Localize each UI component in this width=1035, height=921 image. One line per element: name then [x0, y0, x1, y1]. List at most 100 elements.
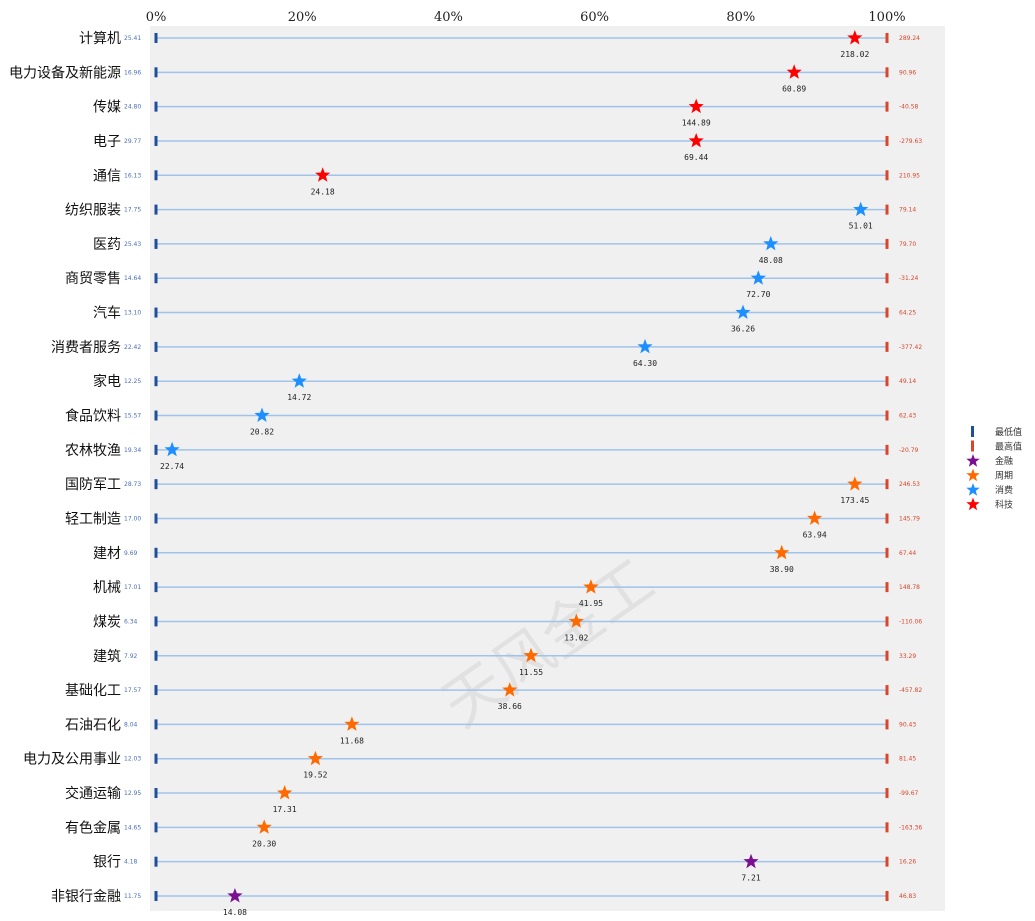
category-label: 家电: [93, 373, 121, 390]
min-marker: [154, 273, 158, 284]
max-value-label: 67.44: [899, 550, 916, 557]
min-value-label: 13.10: [124, 310, 141, 317]
min-marker: [154, 341, 158, 352]
category-label: 基础化工: [65, 682, 121, 699]
category-label: 煤炭: [93, 614, 121, 630]
current-value-label: 60.89: [782, 84, 806, 93]
max-marker: [885, 856, 889, 867]
current-star-marker: [256, 819, 272, 834]
current-star-marker: [774, 544, 790, 560]
min-value-label: 16.96: [124, 69, 141, 76]
max-value-label: -279.63: [899, 138, 922, 145]
current-star-marker: [786, 64, 802, 79]
min-marker: [154, 685, 158, 696]
current-value-label: 19.52: [303, 771, 327, 780]
max-marker: [885, 891, 889, 901]
current-star-marker: [164, 441, 180, 457]
max-value-label: 210.95: [899, 172, 920, 179]
current-star-marker: [568, 613, 584, 628]
max-value-label: 289.24: [899, 35, 920, 42]
max-value-label: 64.25: [899, 310, 916, 317]
current-star-marker: [227, 888, 243, 903]
max-marker: [885, 67, 889, 78]
category-label: 消费者服务: [51, 340, 121, 356]
current-star-marker: [688, 133, 704, 148]
min-value-label: 14.65: [124, 824, 141, 831]
max-marker: [885, 341, 889, 352]
max-value-label: -163.36: [899, 824, 922, 831]
plot-background: [150, 26, 945, 911]
min-value-label: 4.18: [124, 859, 138, 866]
max-value-label: 46.83: [899, 893, 916, 900]
category-label: 食品饮料: [65, 408, 121, 425]
current-star-marker: [344, 716, 360, 731]
max-value-label: -457.82: [899, 687, 922, 694]
max-value-label: 49.14: [899, 378, 916, 385]
category-label: 医药: [93, 237, 121, 253]
current-value-label: 63.94: [803, 530, 827, 539]
max-marker: [885, 135, 889, 146]
legend-star-icon: [966, 497, 980, 511]
min-value-label: 8.04: [124, 721, 138, 728]
category-label: 交通运输: [65, 785, 121, 802]
legend-label: 科技: [995, 499, 1013, 511]
legend-label: 最高值: [995, 441, 1022, 453]
current-star-marker: [277, 785, 293, 800]
max-marker: [885, 307, 889, 318]
current-star-marker: [315, 167, 331, 182]
category-label: 农林牧渔: [65, 443, 121, 459]
current-value-label: 69.44: [684, 153, 708, 162]
max-value-label: -31.24: [899, 275, 919, 282]
max-marker: [885, 479, 889, 490]
legend-label: 周期: [995, 471, 1013, 482]
current-value-label: 17.31: [273, 805, 297, 814]
min-value-label: 25.41: [124, 35, 141, 42]
category-label: 商贸零售: [65, 271, 121, 287]
min-value-label: 19.34: [124, 447, 141, 454]
current-star-marker: [807, 510, 823, 525]
max-value-label: 79.14: [899, 207, 916, 214]
current-star-marker: [763, 235, 779, 251]
max-marker: [885, 822, 889, 833]
min-marker: [154, 33, 158, 43]
x-tick-label: 0%: [146, 10, 167, 25]
min-marker: [154, 204, 158, 215]
category-label: 电力及公用事业: [23, 752, 121, 768]
min-value-label: 22.42: [124, 344, 141, 351]
min-marker: [154, 67, 158, 78]
min-marker: [154, 479, 158, 490]
min-value-label: 6.34: [124, 618, 138, 625]
max-marker: [885, 170, 889, 181]
min-marker: [154, 547, 158, 558]
min-value-label: 16.13: [124, 172, 141, 179]
max-value-label: 81.45: [899, 756, 916, 763]
legend-star-icon: [966, 483, 980, 496]
min-marker: [154, 307, 158, 318]
min-marker: [154, 856, 158, 867]
min-value-label: 15.57: [124, 413, 141, 420]
current-star-marker: [307, 750, 323, 766]
current-star-marker: [291, 373, 307, 388]
x-tick-label: 40%: [434, 10, 463, 25]
category-label: 电力设备及新能源: [9, 64, 121, 81]
category-label: 有色金属: [65, 819, 121, 836]
current-value-label: 38.90: [770, 565, 794, 574]
min-marker: [154, 891, 158, 901]
category-label: 建材: [93, 546, 121, 562]
x-tick-label: 60%: [580, 10, 609, 25]
current-star-marker: [688, 98, 704, 114]
max-marker: [885, 513, 889, 524]
current-value-label: 38.66: [498, 702, 522, 711]
max-value-label: 148.78: [899, 584, 920, 591]
current-value-label: 7.21: [741, 874, 760, 883]
category-label: 传媒: [93, 100, 121, 116]
max-marker: [885, 376, 889, 387]
current-value-label: 14.08: [223, 908, 247, 917]
current-star-marker: [735, 304, 751, 319]
current-value-label: 13.02: [564, 633, 588, 642]
current-value-label: 20.82: [250, 428, 274, 437]
min-marker: [154, 616, 158, 627]
category-label: 建筑: [93, 649, 121, 665]
max-value-label: -40.58: [899, 104, 919, 111]
